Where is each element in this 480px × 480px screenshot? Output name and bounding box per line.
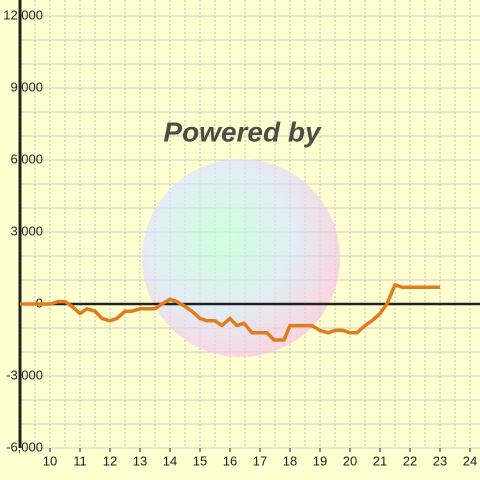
x-tick-label: 15 (193, 453, 207, 468)
plot: -6,000-3,00003,0006,0009,00012,000101112… (3, 0, 480, 468)
x-tick-label: 19 (313, 453, 327, 468)
x-tick-label: 18 (283, 453, 297, 468)
x-tick-label: 23 (433, 453, 447, 468)
x-tick-label: 17 (253, 453, 267, 468)
x-tick-label: 24 (463, 453, 477, 468)
y-tick-label: -6,000 (6, 439, 43, 454)
x-tick-label: 10 (43, 453, 57, 468)
x-tick-label: 11 (73, 453, 87, 468)
x-tick-label: 20 (343, 453, 357, 468)
watermark: Powered by (163, 116, 322, 147)
data-line (20, 283, 441, 342)
x-tick-label: 12 (103, 453, 117, 468)
y-tick-label: 9,000 (10, 79, 43, 94)
y-tick-label: -3,000 (6, 367, 43, 382)
x-tick-label: 16 (223, 453, 237, 468)
y-tick-label: 3,000 (10, 223, 43, 238)
watermark-logo (142, 159, 340, 357)
y-tick-label: 12,000 (3, 7, 43, 22)
x-tick-label: 22 (403, 453, 417, 468)
x-tick-label: 21 (373, 453, 387, 468)
y-tick-label: 6,000 (10, 151, 43, 166)
x-tick-label: 14 (163, 453, 177, 468)
x-tick-label: 13 (133, 453, 147, 468)
